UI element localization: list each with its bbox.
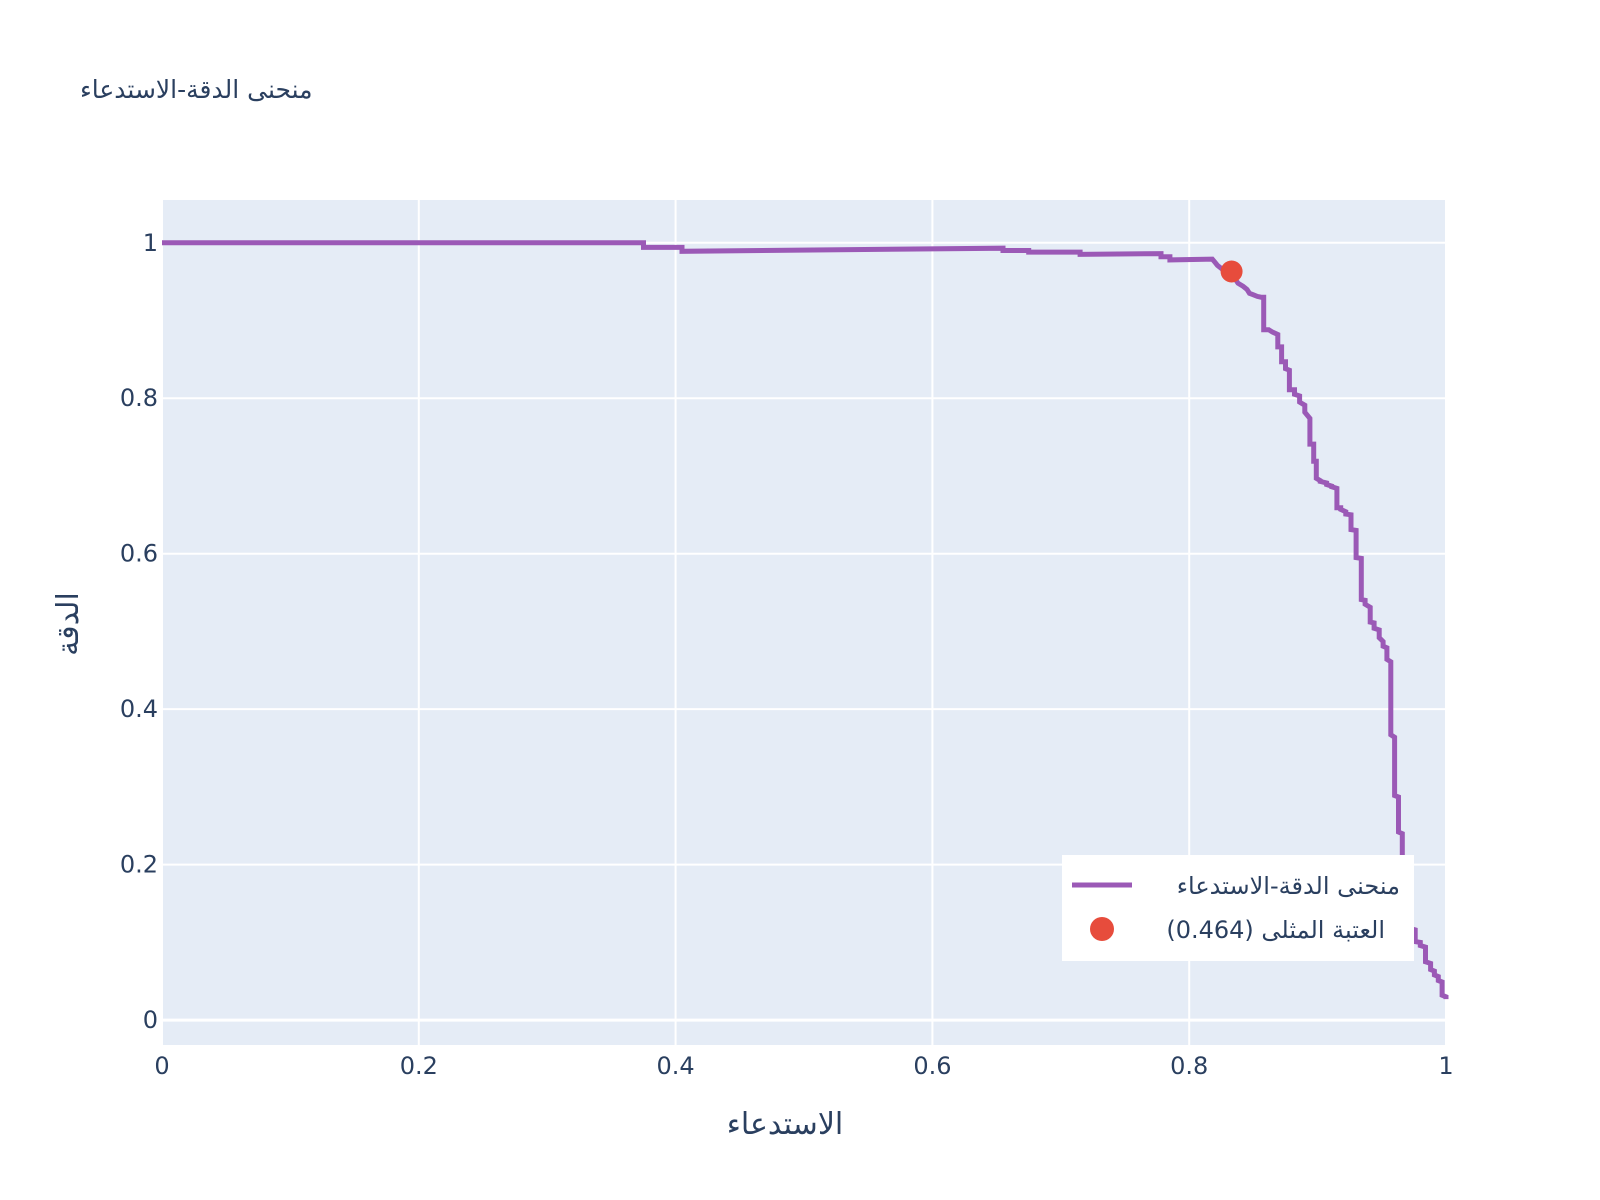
x-tick-label: 0.8 [1170,1052,1208,1080]
chart-title: منحنى الدقة-الاستدعاء [80,75,313,104]
y-axis-title: الدقة [51,592,86,656]
legend-label-curve: منحنى الدقة-الاستدعاء [1177,872,1400,900]
tick-labels: 0 0.2 0.4 0.6 0.8 1 0 0.2 0.4 0.6 0.8 1 [120,229,1454,1080]
x-axis-title: الاستدعاء [727,1107,844,1142]
x-tick-label: 0.2 [400,1052,438,1080]
legend-marker-swatch [1090,917,1114,941]
y-tick-label: 1 [143,229,158,257]
y-tick-label: 0.6 [120,540,158,568]
legend-label-threshold: (العتبة المثلى (0.464 [1166,916,1385,944]
x-tick-label: 1 [1438,1052,1453,1080]
x-tick-label: 0.6 [913,1052,951,1080]
x-tick-label: 0 [154,1052,169,1080]
optimal-threshold-point [1220,260,1243,283]
y-tick-label: 0.2 [120,851,158,879]
y-tick-label: 0 [143,1006,158,1034]
x-tick-label: 0.4 [657,1052,695,1080]
legend-box [1062,855,1414,961]
y-tick-label: 0.4 [120,695,158,723]
grid-lines [161,200,1447,1045]
legend: منحنى الدقة-الاستدعاء (العتبة المثلى (0.… [1062,855,1414,961]
y-tick-label: 0.8 [120,384,158,412]
